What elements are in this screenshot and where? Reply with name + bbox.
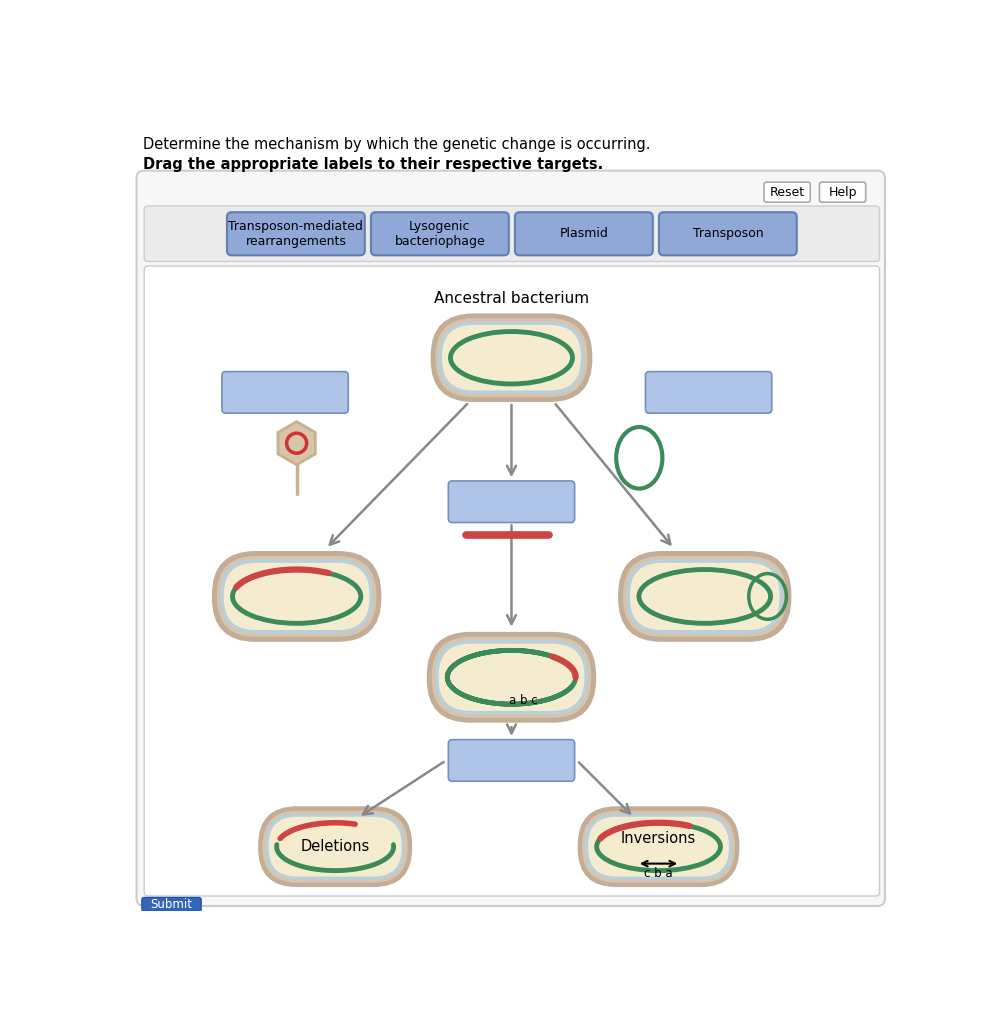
Text: Submit: Submit <box>150 898 193 911</box>
FancyBboxPatch shape <box>432 637 591 718</box>
Text: Inversions: Inversions <box>621 831 697 847</box>
FancyBboxPatch shape <box>438 644 585 711</box>
FancyBboxPatch shape <box>442 325 581 390</box>
FancyBboxPatch shape <box>217 556 376 637</box>
FancyBboxPatch shape <box>144 206 879 261</box>
FancyBboxPatch shape <box>578 806 740 887</box>
FancyBboxPatch shape <box>268 817 401 877</box>
FancyBboxPatch shape <box>265 813 405 880</box>
FancyBboxPatch shape <box>646 372 771 413</box>
FancyBboxPatch shape <box>221 559 373 634</box>
Text: Ancestral bacterium: Ancestral bacterium <box>434 291 589 306</box>
FancyBboxPatch shape <box>222 372 348 413</box>
FancyBboxPatch shape <box>515 212 653 255</box>
Text: c b a: c b a <box>645 867 673 881</box>
FancyBboxPatch shape <box>623 556 786 637</box>
Text: Lysogenic
bacteriophage: Lysogenic bacteriophage <box>394 220 485 248</box>
FancyBboxPatch shape <box>435 318 588 397</box>
FancyBboxPatch shape <box>448 739 575 781</box>
FancyBboxPatch shape <box>137 171 885 906</box>
FancyBboxPatch shape <box>227 212 365 255</box>
Text: Determine the mechanism by which the genetic change is occurring.: Determine the mechanism by which the gen… <box>143 137 650 152</box>
Text: Help: Help <box>828 185 857 199</box>
FancyBboxPatch shape <box>142 897 202 911</box>
FancyBboxPatch shape <box>435 640 588 715</box>
FancyBboxPatch shape <box>258 806 412 887</box>
Text: Drag the appropriate labels to their respective targets.: Drag the appropriate labels to their res… <box>143 157 603 172</box>
FancyBboxPatch shape <box>585 813 733 880</box>
FancyBboxPatch shape <box>659 212 796 255</box>
Text: Transposon: Transposon <box>693 227 763 241</box>
FancyBboxPatch shape <box>430 313 593 402</box>
FancyBboxPatch shape <box>427 632 596 723</box>
FancyBboxPatch shape <box>371 212 509 255</box>
FancyBboxPatch shape <box>262 811 408 883</box>
FancyBboxPatch shape <box>448 481 575 522</box>
FancyBboxPatch shape <box>630 563 779 630</box>
Polygon shape <box>278 422 315 465</box>
FancyBboxPatch shape <box>627 559 783 634</box>
FancyBboxPatch shape <box>819 182 865 202</box>
Text: a b c: a b c <box>509 694 537 707</box>
Text: Reset: Reset <box>769 185 804 199</box>
FancyBboxPatch shape <box>212 551 381 642</box>
FancyBboxPatch shape <box>588 817 729 877</box>
FancyBboxPatch shape <box>144 266 879 896</box>
FancyBboxPatch shape <box>438 322 585 394</box>
Text: Deletions: Deletions <box>300 840 370 854</box>
FancyBboxPatch shape <box>224 563 369 630</box>
FancyBboxPatch shape <box>582 811 735 883</box>
Text: Transposon-mediated
rearrangements: Transposon-mediated rearrangements <box>229 220 363 248</box>
Text: Plasmid: Plasmid <box>560 227 609 241</box>
FancyBboxPatch shape <box>618 551 791 642</box>
FancyBboxPatch shape <box>764 182 810 202</box>
